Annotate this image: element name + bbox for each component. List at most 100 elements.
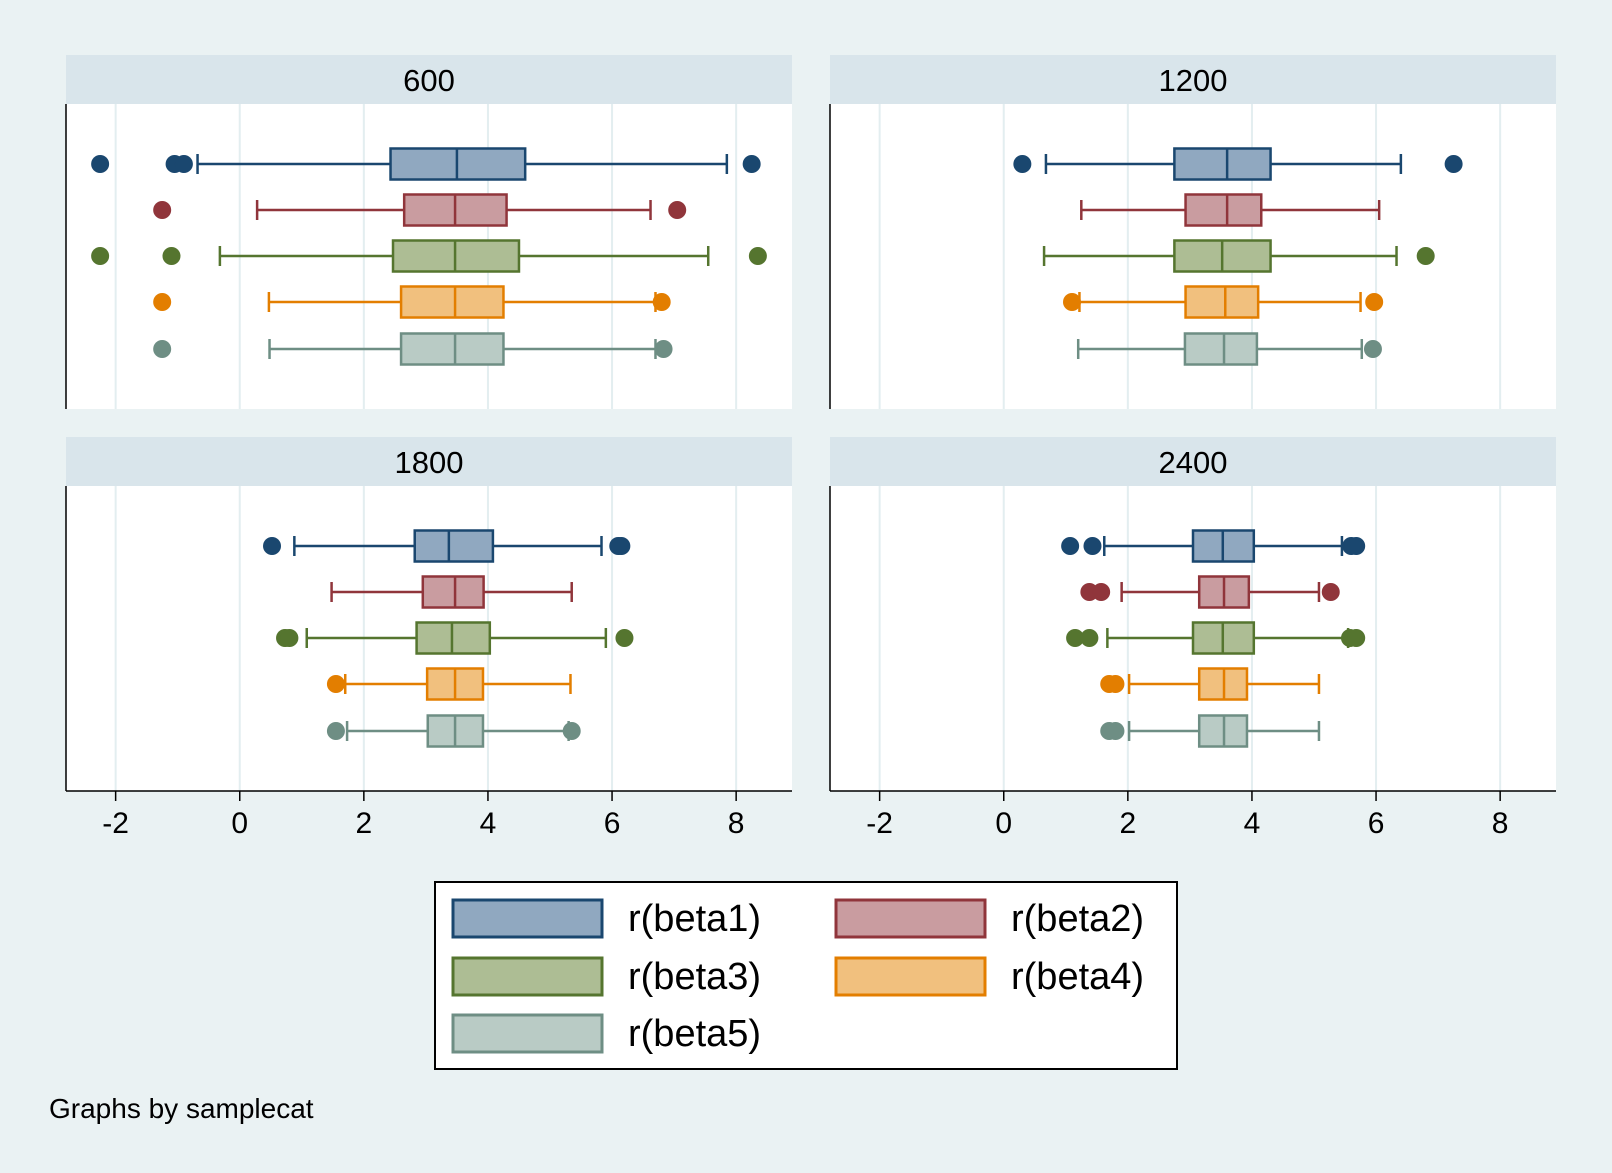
outlier-point (91, 247, 110, 265)
legend-swatch (451, 1013, 604, 1054)
x-tick-label: 0 (231, 807, 248, 840)
outlier-point (174, 155, 193, 173)
panel-header (830, 55, 1556, 104)
outlier-point (668, 201, 687, 219)
box-r(beta4) (153, 285, 671, 319)
outlier-point (748, 247, 767, 265)
box-r(beta2) (330, 575, 573, 609)
outlier-point (1347, 537, 1366, 555)
legend-label: r(beta1) (628, 898, 761, 940)
outlier-point (263, 537, 282, 555)
legend-label: r(beta4) (1011, 956, 1144, 998)
box-r(beta4) (1100, 667, 1321, 701)
panel-1200: 1200 (829, 55, 1556, 409)
box-r(beta1) (263, 529, 631, 563)
outlier-point (1444, 155, 1463, 173)
box-r(beta5) (326, 714, 581, 748)
box-r(beta1) (1061, 529, 1366, 563)
x-tick-label: 8 (728, 807, 745, 840)
outlier-point (1013, 155, 1032, 173)
box-r(beta2) (153, 193, 687, 227)
panel-2400: 2400 (829, 437, 1556, 791)
outlier-point (1363, 340, 1382, 358)
iqr-box (421, 575, 485, 609)
outlier-point (1106, 722, 1125, 740)
x-axis-2400: -2 0 2 4 6 8 (830, 790, 1556, 840)
x-axes: -2 0 2 4 6 8 -2 0 2 4 6 8 (66, 790, 1556, 840)
legend-label: r(beta2) (1011, 898, 1144, 940)
by-note: Graphs by samplecat (49, 1093, 314, 1124)
legend-swatch (451, 956, 604, 997)
x-tick-label: 6 (604, 807, 621, 840)
outlier-point (612, 537, 631, 555)
outlier-point (742, 155, 761, 173)
x-tick-label: 2 (1120, 807, 1137, 840)
iqr-box (399, 285, 505, 319)
legend-label: r(beta3) (628, 956, 761, 998)
outlier-point (280, 629, 299, 647)
panel-header (66, 55, 792, 104)
panel-title: 600 (403, 63, 455, 98)
legend-item-r(beta5): r(beta5) (451, 1013, 761, 1055)
box-r(beta3) (1066, 621, 1366, 655)
panel-title: 1200 (1159, 63, 1228, 98)
x-tick-label: -2 (866, 807, 893, 840)
outlier-point (654, 340, 673, 358)
x-tick-label: 2 (356, 807, 373, 840)
iqr-box (399, 332, 505, 366)
box-r(beta4) (1063, 285, 1384, 319)
outlier-point (1063, 293, 1081, 311)
x-tick-label: 4 (1244, 807, 1261, 840)
panel-header (830, 437, 1556, 486)
outlier-point (153, 201, 172, 219)
outlier-point (1066, 629, 1085, 647)
x-axis-1800: -2 0 2 4 6 8 (66, 790, 792, 840)
iqr-box (1184, 285, 1260, 319)
box-r(beta3) (1042, 239, 1435, 273)
panel-1800: 1800 (65, 437, 792, 791)
x-tick-label: 8 (1492, 807, 1509, 840)
box-r(beta5) (153, 332, 673, 366)
outlier-point (1080, 629, 1099, 647)
outlier-point (326, 675, 345, 693)
box-r(beta2) (1080, 575, 1340, 609)
outlier-point (1106, 675, 1125, 693)
panels: 600 1200 1800 2400 (65, 55, 1556, 791)
legend-label: r(beta5) (628, 1013, 761, 1055)
legend-swatch (451, 898, 604, 939)
box-r(beta1) (91, 147, 761, 181)
legend-item-r(beta3): r(beta3) (451, 956, 761, 998)
box-r(beta1) (1013, 147, 1463, 181)
legend-item-r(beta2): r(beta2) (834, 898, 1144, 940)
box-r(beta3) (91, 239, 767, 273)
x-tick-label: 6 (1368, 807, 1385, 840)
outlier-point (1092, 583, 1111, 601)
legend-swatch (834, 898, 987, 939)
outlier-point (153, 293, 172, 311)
outlier-point (326, 722, 345, 740)
iqr-box (413, 529, 495, 563)
outlier-point (1061, 537, 1080, 555)
outlier-point (615, 629, 634, 647)
outlier-point (162, 247, 181, 265)
box-r(beta3) (276, 621, 634, 655)
box-r(beta5) (1100, 714, 1321, 748)
outlier-point (1365, 293, 1384, 311)
outlier-point (153, 340, 172, 358)
iqr-box (1173, 147, 1272, 181)
outlier-point (1321, 583, 1340, 601)
legend-item-r(beta1): r(beta1) (451, 898, 761, 940)
legend-swatch (834, 956, 987, 997)
box-r(beta2) (1080, 193, 1381, 227)
outlier-point (1416, 247, 1435, 265)
iqr-box (1184, 193, 1263, 227)
panel-600: 600 (65, 55, 792, 409)
box-r(beta4) (326, 667, 572, 701)
x-tick-label: 4 (480, 807, 497, 840)
x-tick-label: -2 (102, 807, 129, 840)
legend: r(beta1) r(beta2) r(beta3) r(beta4) r(beta5) (434, 881, 1178, 1070)
panel-title: 1800 (395, 445, 464, 480)
panel-title: 2400 (1159, 445, 1228, 480)
outlier-point (1347, 629, 1366, 647)
